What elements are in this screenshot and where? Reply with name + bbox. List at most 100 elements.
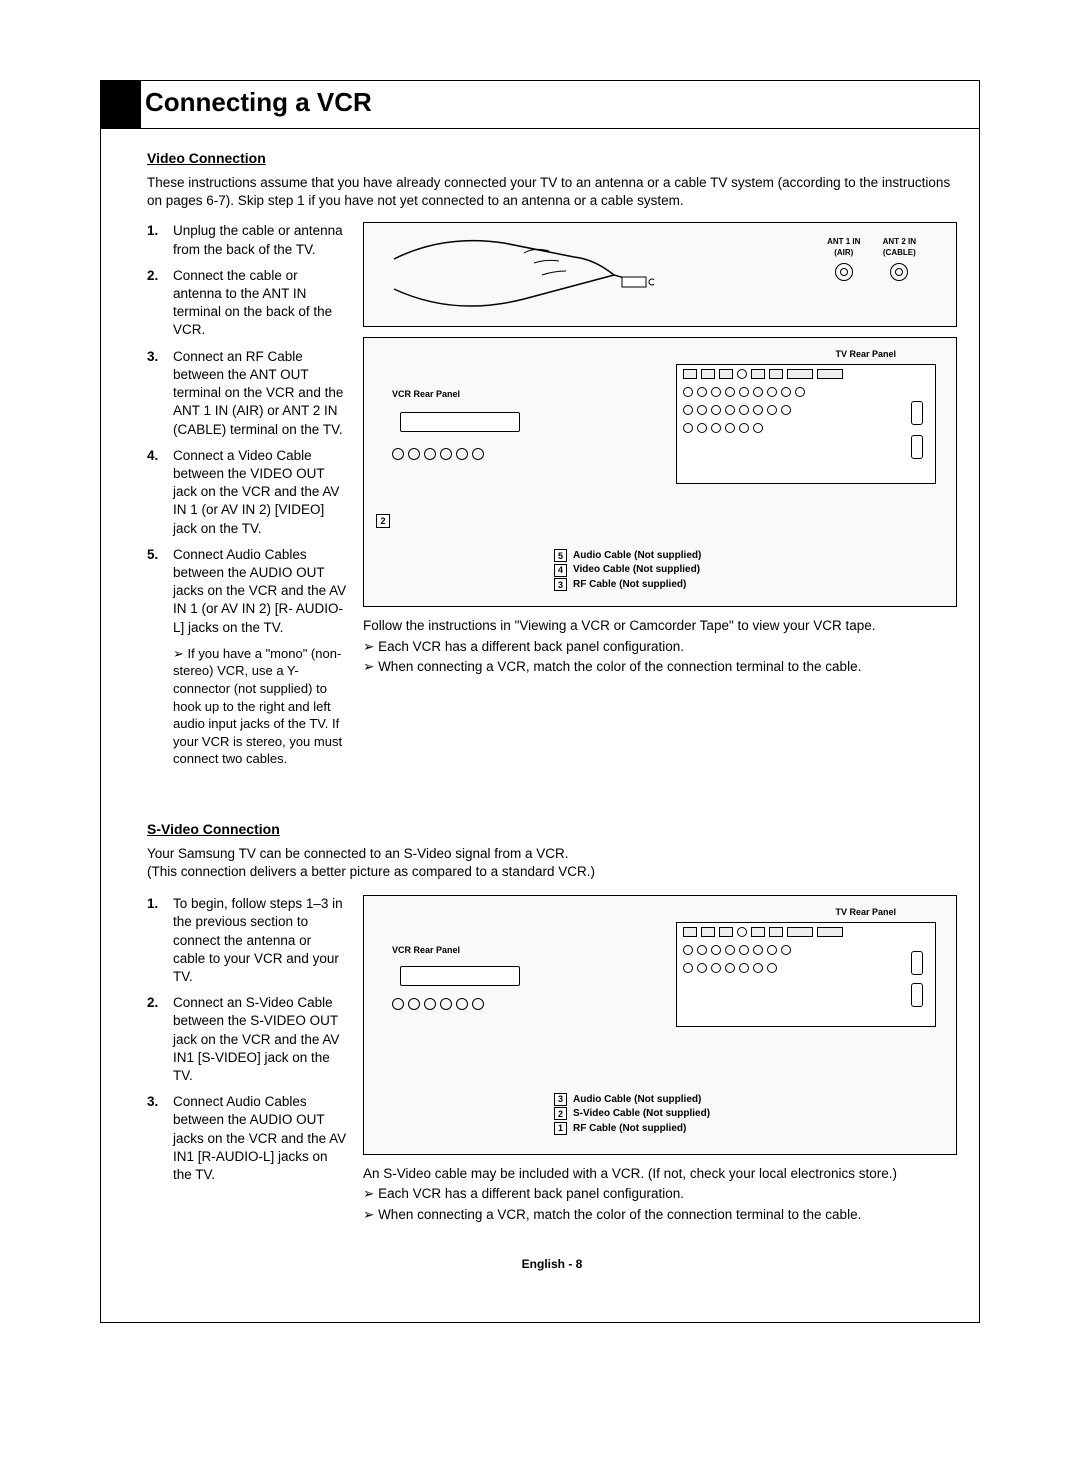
legend-number: 5: [554, 549, 567, 562]
legend-number: 3: [554, 578, 567, 591]
legend-number: 1: [554, 1122, 567, 1135]
page-content: Video Connection These instructions assu…: [101, 129, 979, 1282]
mono-note-text: If you have a "mono" (non-stereo) VCR, u…: [173, 646, 342, 766]
legend-text: Video Cable (Not supplied): [573, 563, 700, 577]
antenna-hand-diagram: ANT 1 IN (AIR) ANT 2 IN (CABLE): [363, 222, 957, 327]
legend-text: RF Cable (Not supplied): [573, 1122, 686, 1136]
video-connection-intro: These instructions assume that you have …: [147, 174, 957, 210]
vcr-panel-label: VCR Rear Panel: [392, 944, 460, 956]
step-item: 3.Connect an RF Cable between the ANT OU…: [147, 348, 347, 439]
video-steps-list: 1.Unplug the cable or antenna from the b…: [147, 222, 347, 637]
manual-page: Connecting a VCR Video Connection These …: [100, 80, 980, 1323]
step-number: 5.: [147, 546, 165, 637]
ant-terminal-icon: [911, 951, 923, 975]
video-connection-heading: Video Connection: [147, 149, 957, 168]
step-text: Connect an S-Video Cable between the S-V…: [173, 994, 347, 1085]
ant1-label: ANT 1 IN: [827, 237, 860, 248]
step-text: Connect the cable or antenna to the ANT …: [173, 267, 347, 340]
diagram-legend: 3 Audio Cable (Not supplied) 2S-Video Cab…: [554, 1092, 754, 1137]
step-text: Connect an RF Cable between the ANT OUT …: [173, 348, 347, 439]
svideo-diagram-column: TV Rear Panel VCR Rear Panel 3A: [363, 895, 957, 1226]
note-text: Follow the instructions in "Viewing a VC…: [363, 617, 957, 635]
video-diagram-column: ANT 1 IN (AIR) ANT 2 IN (CABLE) TV Rear: [363, 222, 957, 767]
svideo-intro-line2: (This connection delivers a better pictu…: [147, 863, 957, 881]
title-bar: Connecting a VCR: [101, 81, 979, 129]
tv-panel-label: TV Rear Panel: [835, 906, 896, 918]
vcr-unit-icon: [400, 412, 520, 432]
step-item: 2.Connect the cable or antenna to the AN…: [147, 267, 347, 340]
step-number: 1.: [147, 895, 165, 986]
legend-number: 3: [554, 1093, 567, 1106]
svideo-intro: Your Samsung TV can be connected to an S…: [147, 845, 957, 881]
note-text: Each VCR has a different back panel conf…: [363, 638, 957, 656]
ant-terminal-icon: [911, 983, 923, 1007]
vcr-unit-icon: [400, 966, 520, 986]
note-text: When connecting a VCR, match the color o…: [363, 1206, 957, 1224]
footer-text: English - 8: [522, 1257, 583, 1271]
step-text: To begin, follow steps 1–3 in the previo…: [173, 895, 347, 986]
legend-item: 5 Audio Cable (Not supplied): [554, 549, 754, 563]
antenna-ports: ANT 1 IN (AIR) ANT 2 IN (CABLE): [817, 237, 926, 281]
svideo-connection-diagram: TV Rear Panel VCR Rear Panel 3A: [363, 895, 957, 1155]
step-number: 4.: [147, 447, 165, 538]
note-text: An S-Video cable may be included with a …: [363, 1165, 957, 1183]
svideo-notes: An S-Video cable may be included with a …: [363, 1165, 957, 1224]
vcr-panel-label: VCR Rear Panel: [392, 388, 460, 400]
svideo-columns: 1.To begin, follow steps 1–3 in the prev…: [147, 895, 957, 1226]
step-item: 3.Connect Audio Cables between the AUDIO…: [147, 1093, 347, 1184]
legend-item: 3 RF Cable (Not supplied): [554, 578, 754, 592]
step-text: Connect a Video Cable between the VIDEO …: [173, 447, 347, 538]
tv-panel-label: TV Rear Panel: [835, 348, 896, 360]
vcr-ports: [390, 446, 540, 488]
ant2-label: ANT 2 IN: [883, 237, 916, 248]
legend-item: 3 Audio Cable (Not supplied): [554, 1093, 754, 1107]
video-notes: Follow the instructions in "Viewing a VC…: [363, 617, 957, 676]
step-item: 4.Connect a Video Cable between the VIDE…: [147, 447, 347, 538]
ant1-port: ANT 1 IN (AIR): [827, 237, 860, 281]
step-callout-2: 2: [376, 514, 390, 528]
step-item: 1.To begin, follow steps 1–3 in the prev…: [147, 895, 347, 986]
page-title: Connecting a VCR: [145, 87, 372, 118]
step-item: 5.Connect Audio Cables between the AUDIO…: [147, 546, 347, 637]
tv-rear-panel: [676, 922, 936, 1027]
note-arrow-icon: ➢: [173, 646, 188, 661]
legend-item: 4 Video Cable (Not supplied): [554, 563, 754, 577]
ant2-sublabel: (CABLE): [883, 248, 916, 259]
note-text: When connecting a VCR, match the color o…: [363, 658, 957, 676]
legend-item: 2S-Video Cable (Not supplied): [554, 1107, 754, 1121]
step-number: 2.: [147, 994, 165, 1085]
legend-item: 1 RF Cable (Not supplied): [554, 1122, 754, 1136]
ant2-port: ANT 2 IN (CABLE): [883, 237, 916, 281]
diagram-legend: 5 Audio Cable (Not supplied) 4 Video Cable…: [554, 548, 754, 593]
title-accent: [101, 81, 141, 128]
hand-icon: [384, 229, 654, 321]
coax-port-icon: [890, 263, 908, 281]
page-footer: English - 8: [147, 1256, 957, 1272]
legend-text: Audio Cable (Not supplied): [573, 549, 701, 563]
ant-terminal-icon: [911, 401, 923, 425]
legend-text: Audio Cable (Not supplied): [573, 1093, 701, 1107]
video-connection-diagram: TV Rear Panel VCR Rear Panel 2: [363, 337, 957, 607]
svideo-heading: S-Video Connection: [147, 820, 957, 839]
step-item: 1.Unplug the cable or antenna from the b…: [147, 222, 347, 258]
svideo-steps-column: 1.To begin, follow steps 1–3 in the prev…: [147, 895, 347, 1226]
legend-text: RF Cable (Not supplied): [573, 578, 686, 592]
svideo-intro-line1: Your Samsung TV can be connected to an S…: [147, 845, 957, 863]
step-text: Connect Audio Cables between the AUDIO O…: [173, 1093, 347, 1184]
mono-note: ➢ If you have a "mono" (non-stereo) VCR,…: [173, 645, 347, 768]
step-number: 3.: [147, 348, 165, 439]
note-text: Each VCR has a different back panel conf…: [363, 1185, 957, 1203]
coax-port-icon: [835, 263, 853, 281]
vcr-ports: [390, 996, 540, 1038]
step-number: 3.: [147, 1093, 165, 1184]
step-number: 1.: [147, 222, 165, 258]
tv-rear-panel: [676, 364, 936, 484]
video-steps-column: 1.Unplug the cable or antenna from the b…: [147, 222, 347, 767]
step-text: Connect Audio Cables between the AUDIO O…: [173, 546, 347, 637]
legend-number: 4: [554, 564, 567, 577]
ant-terminal-icon: [911, 435, 923, 459]
step-number: 2.: [147, 267, 165, 340]
ant1-sublabel: (AIR): [827, 248, 860, 259]
legend-text: S-Video Cable (Not supplied): [573, 1107, 710, 1121]
svideo-steps-list: 1.To begin, follow steps 1–3 in the prev…: [147, 895, 347, 1184]
